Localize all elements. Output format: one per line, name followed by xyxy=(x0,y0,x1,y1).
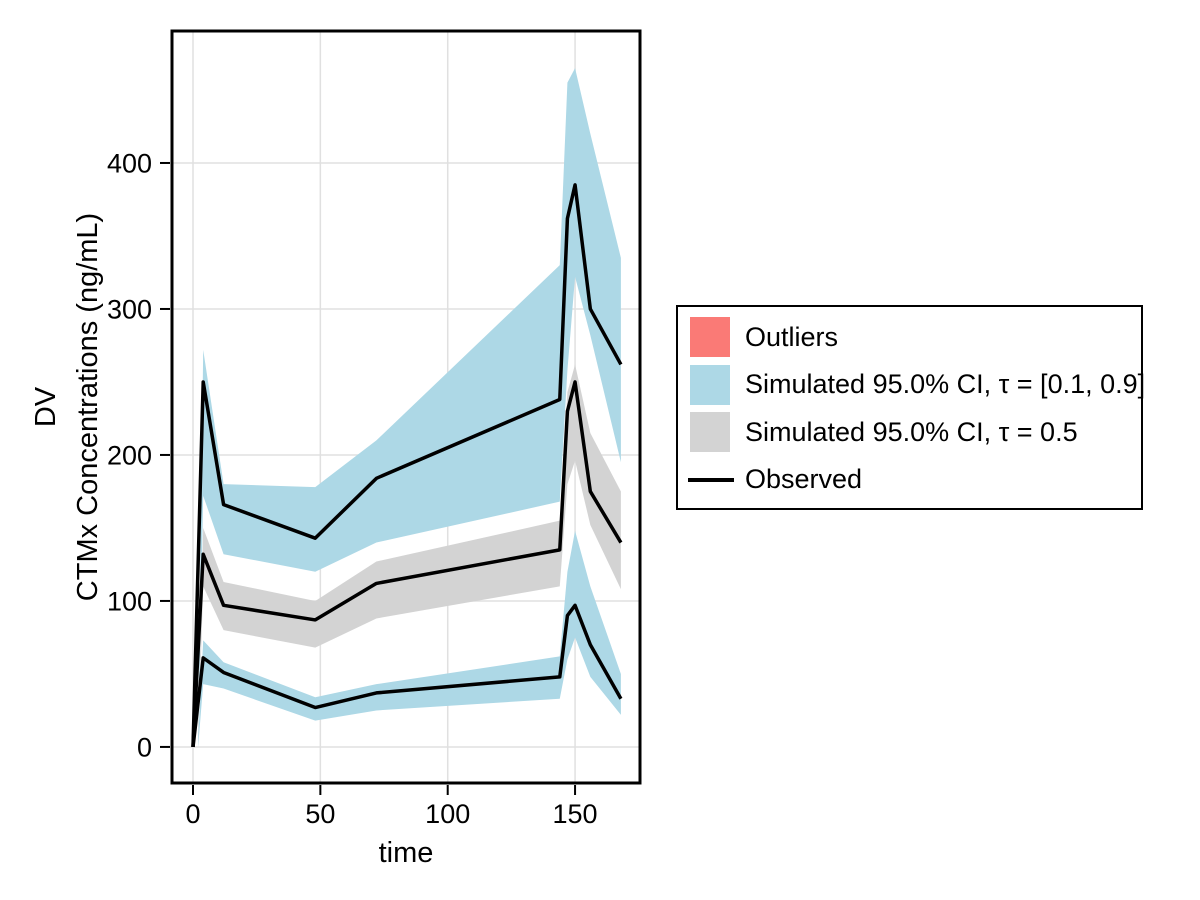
observed-lower-quantile-line xyxy=(191,603,623,748)
y-tick-label: 100 xyxy=(107,586,152,616)
y-axis-label-units: CTMx Concentrations (ng/mL) xyxy=(72,212,104,602)
legend-label: Observed xyxy=(745,464,863,494)
y-axis-label-dv: DV xyxy=(30,386,62,428)
y-tick-label: 0 xyxy=(137,732,152,762)
ci-band-layer xyxy=(198,68,621,747)
y-tick-label: 200 xyxy=(107,440,152,470)
y-tick-label: 400 xyxy=(107,148,152,178)
tick-layer: 0 50 100 150 0 100 200 300 400 xyxy=(107,148,598,829)
observed-line-sample xyxy=(688,477,734,482)
legend-row: Outliers xyxy=(690,316,838,358)
simulated-ci-median-band-ribbon xyxy=(198,364,621,747)
simulated-ci-lower-quantile-band-ribbon xyxy=(198,530,621,747)
legend-row: Simulated 95.0% CI, τ = [0.1, 0.9] xyxy=(690,364,1145,406)
legend-label: Simulated 95.0% CI, τ = 0.5 xyxy=(745,416,1078,447)
legend-color-swatch xyxy=(690,364,730,405)
x-axis-label: time xyxy=(378,837,434,869)
legend-row: Observed xyxy=(688,459,863,501)
legend-label: Simulated 95.0% CI, τ = [0.1, 0.9] xyxy=(745,369,1146,399)
legend-box: Outliers Simulated 95.0% CI, τ = [0.1, 0.… xyxy=(676,305,1145,510)
observed-median-line xyxy=(191,380,623,748)
legend-line-swatch-observed xyxy=(688,460,734,500)
observed-upper-quantile-line xyxy=(191,183,623,747)
x-tick-label: 100 xyxy=(425,799,470,829)
axes-frame-layer xyxy=(170,29,642,785)
legend-label: Outliers xyxy=(745,321,839,352)
legend-color-swatch xyxy=(690,412,730,452)
observed-line-layer xyxy=(191,183,623,748)
legend-color-swatch xyxy=(690,317,730,357)
plot-frame xyxy=(170,29,642,785)
y-tick-label: 300 xyxy=(107,294,152,324)
x-tick-label: 50 xyxy=(305,799,335,829)
x-tick-label: 0 xyxy=(185,799,200,829)
simulated-ci-upper-quantile-band-ribbon xyxy=(198,68,621,747)
x-tick-label: 150 xyxy=(553,799,598,829)
legend-row: Simulated 95.0% CI, τ = 0.5 xyxy=(690,411,1078,453)
